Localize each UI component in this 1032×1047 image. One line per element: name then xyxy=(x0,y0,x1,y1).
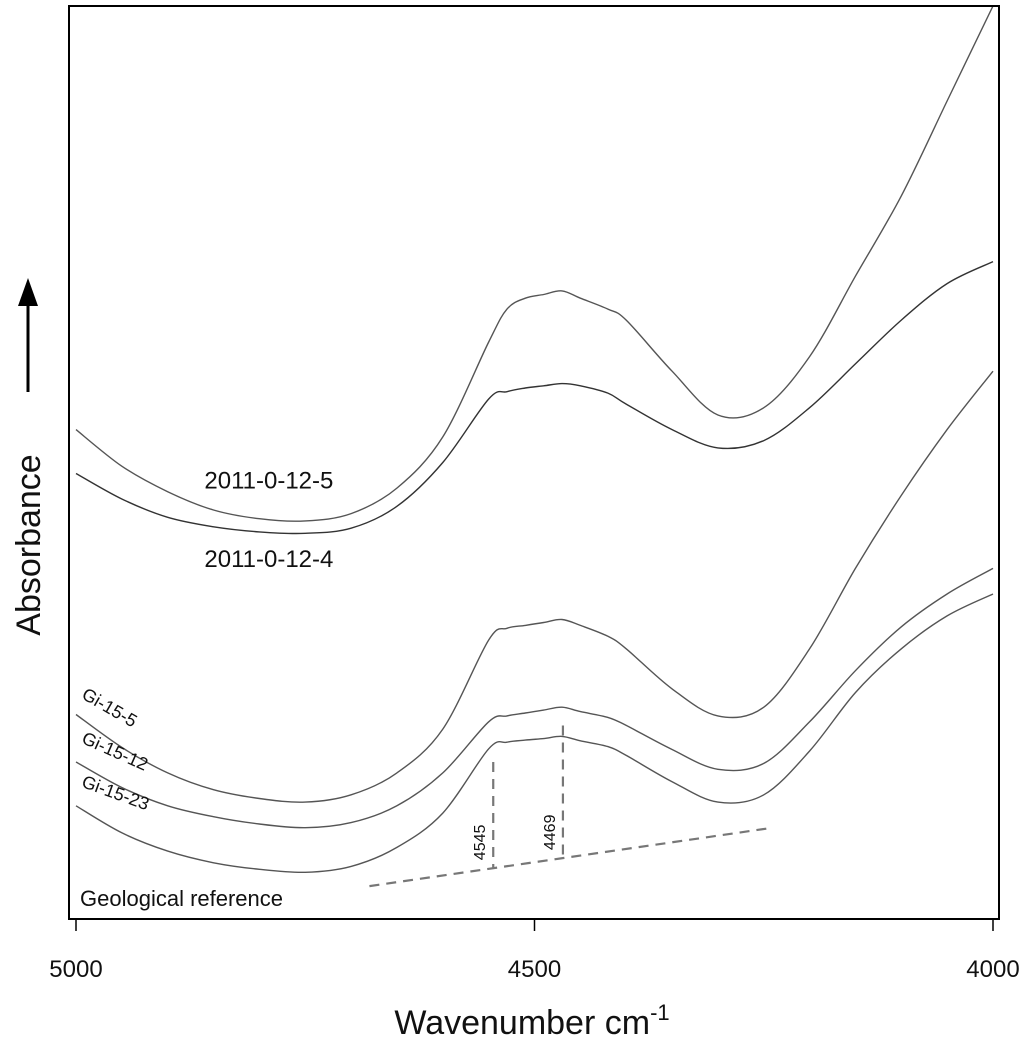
series-line-3 xyxy=(75,370,994,803)
series-label-4: Gi-15-12 xyxy=(79,728,151,775)
y-axis-arrow xyxy=(18,278,38,392)
x-axis-title: Wavenumber cm-1 xyxy=(394,1000,669,1042)
series-line-5 xyxy=(75,593,994,874)
y-axis-title: Absorbance xyxy=(10,454,48,635)
series-label-5: Gi-15-23 xyxy=(79,771,152,814)
series-label-2: 2011-0-12-4 xyxy=(204,546,333,573)
x-axis-title-superscript: -1 xyxy=(650,1000,670,1025)
geological-reference-label: Geological reference xyxy=(80,886,283,911)
series-line-1 xyxy=(75,6,994,522)
series-label-1: 2011-0-12-5 xyxy=(204,467,333,494)
marker-label-4469: 4469 xyxy=(542,814,559,850)
x-axis-title-main: Wavenumber cm xyxy=(394,1004,650,1042)
x-axis-ticks: 5000 4500 4000 xyxy=(49,919,1020,983)
annotation-group: 4545 4469 xyxy=(369,725,774,888)
x-tick-label-4500: 4500 xyxy=(508,956,561,983)
marker-label-4545: 4545 xyxy=(472,825,489,861)
series-line-4 xyxy=(75,567,994,829)
x-tick-label-5000: 5000 xyxy=(49,956,102,983)
x-tick-label-4000: 4000 xyxy=(966,956,1019,983)
plot-frame xyxy=(68,5,1000,920)
baseline-line xyxy=(369,826,774,888)
series-group xyxy=(75,6,994,874)
series-line-2 xyxy=(75,260,994,535)
